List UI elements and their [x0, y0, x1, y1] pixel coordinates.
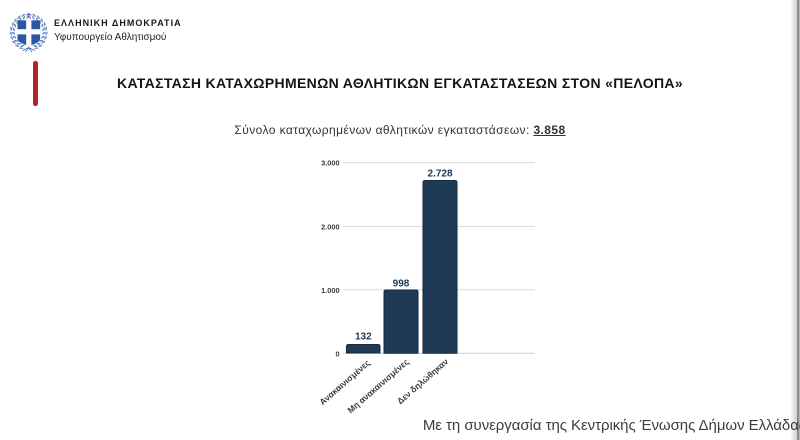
- svg-text:132: 132: [355, 332, 372, 343]
- svg-text:0: 0: [335, 349, 339, 358]
- svg-text:3.000: 3.000: [321, 159, 340, 168]
- svg-text:2.728: 2.728: [427, 169, 452, 180]
- svg-text:1.000: 1.000: [321, 286, 340, 295]
- svg-text:2.000: 2.000: [321, 223, 340, 232]
- svg-text:998: 998: [393, 278, 410, 289]
